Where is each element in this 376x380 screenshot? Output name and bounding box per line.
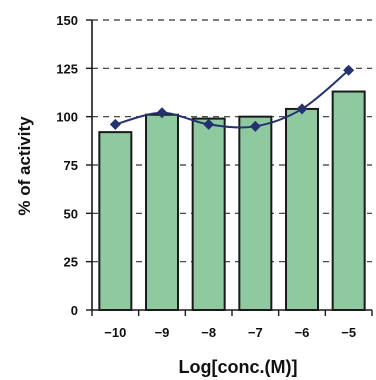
- y-tick-label: 0: [71, 303, 78, 318]
- y-tick-label: 125: [56, 61, 78, 76]
- bar: [98, 131, 133, 311]
- y-tick-label: 75: [64, 158, 78, 173]
- y-tick-label: 100: [56, 110, 78, 125]
- bar: [191, 117, 226, 311]
- diamond-marker: [109, 118, 121, 130]
- x-tick-label: −10: [104, 325, 126, 340]
- bars: [98, 90, 366, 311]
- grid-lines: [92, 19, 372, 263]
- y-tick-label: 150: [56, 13, 78, 28]
- y-tick-label: 25: [64, 255, 78, 270]
- bar: [285, 107, 319, 311]
- diamond-marker: [296, 103, 308, 115]
- x-tick-label: −8: [201, 325, 216, 340]
- x-axis-title: Log[conc.(M)]: [179, 357, 298, 377]
- bar: [331, 90, 366, 311]
- trend-line-group: [109, 64, 355, 132]
- axes: [86, 19, 373, 316]
- diamond-marker: [156, 107, 168, 119]
- x-tick-label: −5: [341, 325, 356, 340]
- x-tick-label: −9: [155, 325, 170, 340]
- diamond-marker: [203, 118, 215, 130]
- x-tick-label: −6: [295, 325, 310, 340]
- bar: [238, 115, 273, 311]
- diamond-marker: [249, 120, 261, 132]
- y-axis-title: % of activity: [15, 116, 34, 216]
- x-tick-labels: −10 −9 −8 −7 −6 −5: [104, 325, 356, 340]
- bar: [145, 113, 179, 311]
- x-tick-label: −7: [248, 325, 263, 340]
- y-tick-labels: 0 25 50 75 100 125 150: [56, 13, 78, 318]
- diamond-marker: [343, 64, 355, 76]
- y-tick-label: 50: [64, 206, 78, 221]
